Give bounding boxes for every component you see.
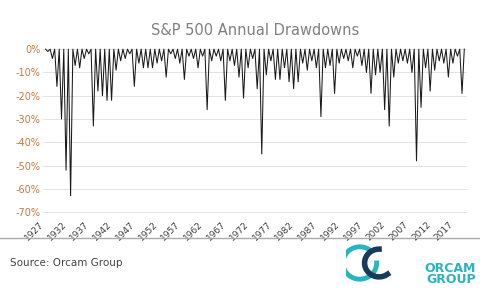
Text: GROUP: GROUP [426,273,475,286]
Text: ORCAM: ORCAM [424,262,475,275]
Text: Source: Orcam Group: Source: Orcam Group [10,258,122,268]
Title: S&P 500 Annual Drawdowns: S&P 500 Annual Drawdowns [151,23,358,38]
